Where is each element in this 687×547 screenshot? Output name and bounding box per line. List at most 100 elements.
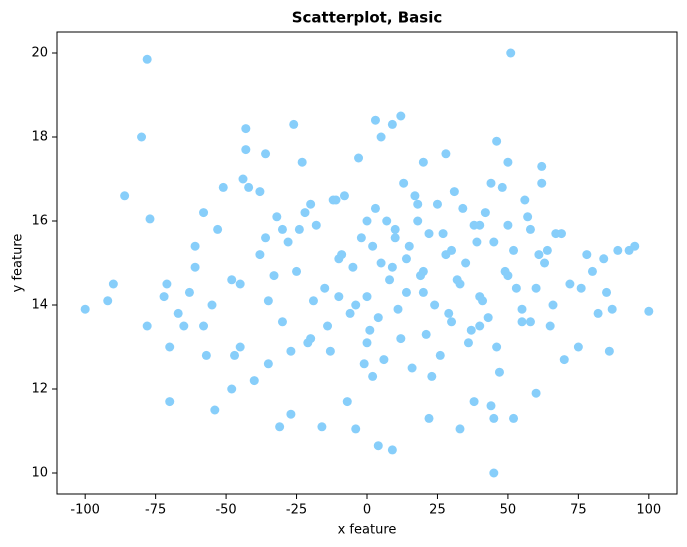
point	[373, 313, 383, 323]
point	[418, 287, 428, 297]
point	[418, 157, 428, 167]
point	[370, 203, 380, 213]
point	[308, 296, 318, 306]
point	[354, 153, 364, 163]
point	[306, 334, 316, 344]
point	[269, 271, 279, 281]
point	[444, 308, 454, 318]
axes-frame	[56, 31, 678, 495]
x-tick-label: -50	[215, 503, 236, 518]
point	[421, 329, 431, 339]
point	[506, 48, 516, 58]
point	[438, 229, 448, 239]
point	[159, 292, 169, 302]
point	[390, 224, 400, 234]
point	[325, 346, 335, 356]
point	[424, 413, 434, 423]
point	[503, 157, 513, 167]
point	[351, 424, 361, 434]
point	[602, 287, 612, 297]
point	[165, 397, 175, 407]
point	[103, 296, 113, 306]
point	[201, 350, 211, 360]
point	[227, 384, 237, 394]
point	[604, 346, 614, 356]
point	[407, 363, 417, 373]
point	[396, 334, 406, 344]
x-tick-label: 50	[500, 503, 517, 518]
point	[210, 405, 220, 415]
point	[607, 304, 617, 314]
point	[207, 300, 217, 310]
point	[492, 342, 502, 352]
point	[396, 111, 406, 121]
point	[509, 413, 519, 423]
point	[385, 275, 395, 285]
point	[142, 54, 152, 64]
point	[255, 187, 265, 197]
point	[545, 321, 555, 331]
point	[297, 157, 307, 167]
point	[582, 250, 592, 260]
point	[286, 409, 296, 419]
point	[362, 216, 372, 226]
point	[525, 224, 535, 234]
point	[345, 308, 355, 318]
point	[179, 321, 189, 331]
point	[286, 346, 296, 356]
point	[489, 413, 499, 423]
point	[469, 397, 479, 407]
point	[551, 229, 561, 239]
point	[418, 266, 428, 276]
point	[241, 145, 251, 155]
point	[306, 199, 316, 209]
point	[263, 359, 273, 369]
point	[401, 254, 411, 264]
point	[461, 258, 471, 268]
point	[368, 241, 378, 251]
point	[565, 279, 575, 289]
point	[230, 350, 240, 360]
point	[351, 300, 361, 310]
point	[342, 397, 352, 407]
y-tick-label: 14	[31, 298, 48, 313]
point	[483, 313, 493, 323]
point	[213, 224, 223, 234]
y-tick-label: 20	[31, 46, 48, 61]
point	[455, 424, 465, 434]
point	[573, 342, 583, 352]
point	[199, 208, 209, 218]
point	[469, 220, 479, 230]
point	[272, 212, 282, 222]
point	[644, 306, 654, 316]
point	[399, 178, 409, 188]
point	[587, 266, 597, 276]
point	[241, 124, 251, 134]
point	[401, 287, 411, 297]
point	[489, 468, 499, 478]
point	[331, 195, 341, 205]
chart-title: Scatterplot, Basic	[292, 9, 443, 27]
point	[292, 266, 302, 276]
points	[80, 48, 654, 478]
point	[517, 304, 527, 314]
point	[390, 233, 400, 243]
point	[387, 262, 397, 272]
point	[542, 245, 552, 255]
point	[362, 338, 372, 348]
point	[480, 208, 490, 218]
point	[300, 208, 310, 218]
y-tick-label: 16	[31, 214, 48, 229]
point	[489, 237, 499, 247]
point	[277, 224, 287, 234]
point	[576, 283, 586, 293]
point	[424, 229, 434, 239]
point	[263, 296, 273, 306]
point	[430, 300, 440, 310]
point	[523, 212, 533, 222]
point	[317, 422, 327, 432]
point	[261, 233, 271, 243]
x-tick-label: 25	[429, 503, 446, 518]
point	[559, 355, 569, 365]
